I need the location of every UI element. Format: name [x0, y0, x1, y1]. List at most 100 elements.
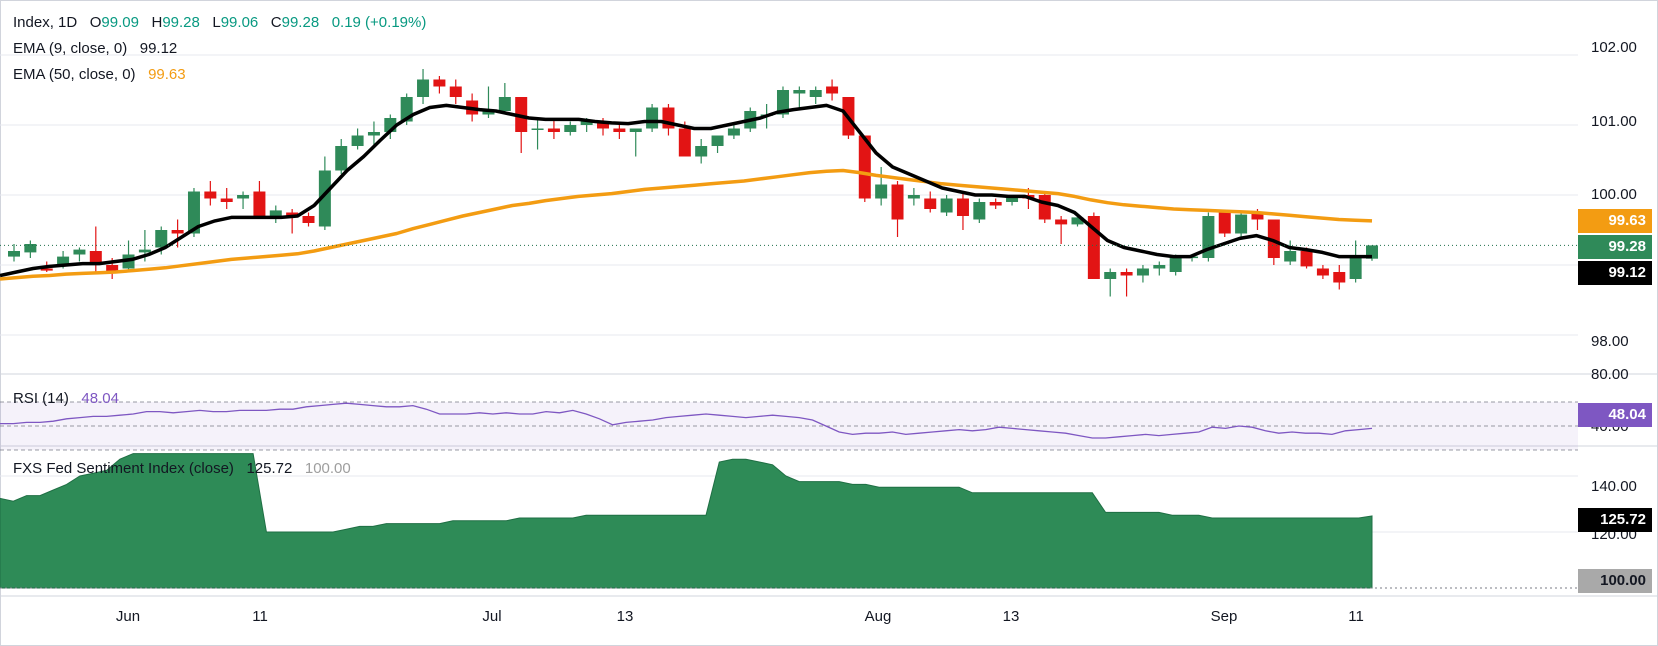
candle-body	[597, 121, 610, 129]
candle-body	[1038, 195, 1051, 220]
candle-body	[1284, 251, 1297, 262]
rsi-label: RSI (14)	[13, 390, 69, 407]
price-tick: 101.00	[1591, 113, 1637, 130]
ema9-value: 99.12	[139, 40, 178, 57]
rsi-value: 48.04	[81, 390, 119, 407]
candle-body	[1333, 272, 1346, 283]
candle-body	[1235, 214, 1248, 234]
x-tick: 13	[1002, 608, 1020, 625]
close-price-badge: 99.28	[1578, 235, 1652, 259]
candle-body	[498, 97, 511, 111]
fxs-base-badge: 100.00	[1578, 569, 1652, 593]
candle-body	[171, 230, 184, 234]
high-value: 99.28	[162, 14, 200, 31]
candle-body	[417, 79, 430, 97]
open-value: 99.09	[101, 14, 139, 31]
candle-body	[613, 128, 626, 132]
candle-body	[776, 90, 789, 115]
candle-body	[989, 202, 1002, 206]
candle-body	[973, 202, 986, 220]
candle-body	[155, 230, 168, 248]
candle-body	[106, 265, 119, 274]
candle-body	[302, 216, 315, 223]
candle-body	[24, 244, 37, 253]
candle-body	[1267, 219, 1280, 258]
candle-body	[1349, 258, 1362, 279]
fxs-area	[0, 453, 1373, 589]
low-value: 99.06	[220, 14, 259, 31]
candle-body	[515, 97, 528, 132]
x-tick: 11	[1348, 608, 1364, 625]
high-label: H	[151, 14, 163, 31]
candle-body	[531, 128, 544, 130]
rsi-tick: 80.00	[1591, 366, 1629, 383]
x-tick: Aug	[864, 608, 892, 625]
price-legend: Index, 1D O99.09 H99.28 L99.06 C99.28 0.…	[13, 14, 426, 32]
x-tick: Jun	[115, 608, 141, 625]
change-value: 0.19 (+0.19%)	[331, 14, 427, 31]
candle-body	[875, 184, 888, 199]
candle-body	[1251, 212, 1264, 220]
candle-body	[956, 198, 969, 216]
candle-body	[449, 86, 462, 97]
fxs-badge: 125.72	[1578, 508, 1652, 532]
candle-body	[826, 86, 839, 94]
candle-body	[40, 268, 53, 271]
candle-body	[695, 146, 708, 157]
candle-body	[547, 128, 560, 132]
candle-body	[8, 251, 20, 257]
rsi-band	[0, 402, 1578, 450]
x-tick: 11	[252, 608, 268, 625]
candle-body	[727, 128, 740, 136]
x-tick: Jul	[482, 608, 502, 625]
candle-body	[711, 135, 724, 146]
x-tick: 13	[616, 608, 634, 625]
candle-body	[433, 79, 446, 87]
ema9-legend: EMA (9, close, 0) 99.12	[13, 40, 177, 58]
rsi-line	[0, 402, 1373, 439]
candle-body	[580, 121, 593, 125]
close-label: C	[270, 14, 282, 31]
ema9-label: EMA (9, close, 0)	[13, 40, 128, 57]
candle-body	[629, 128, 642, 132]
open-label: O	[89, 14, 102, 31]
candle-body	[1169, 258, 1182, 272]
fxs-label: FXS Fed Sentiment Index (close)	[13, 460, 234, 477]
ema50-line	[0, 168, 1373, 281]
candle-body	[335, 146, 348, 171]
candle-body	[1136, 268, 1149, 276]
candle-body	[1006, 195, 1019, 202]
candle-body	[318, 170, 331, 227]
candle-body	[1071, 217, 1084, 225]
candle-body	[907, 195, 920, 199]
ema50-value: 99.63	[148, 66, 186, 83]
rsi-legend: RSI (14) 48.04	[13, 390, 119, 408]
ema50-badge: 99.63	[1578, 209, 1652, 233]
price-tick: 102.00	[1591, 39, 1637, 56]
candle-body	[1120, 272, 1133, 276]
candle-body	[646, 107, 659, 129]
candle-body	[858, 135, 871, 199]
candle-body	[1316, 268, 1329, 276]
candle-body	[793, 90, 806, 94]
fxs-base-value: 100.00	[304, 460, 351, 477]
candle-body	[351, 135, 364, 146]
candle-body	[286, 212, 299, 216]
candle-body	[220, 198, 233, 202]
symbol-label: Index, 1D	[13, 14, 78, 31]
candle-body	[1104, 272, 1117, 279]
price-tick: 98.00	[1591, 333, 1629, 350]
candle-body	[564, 125, 577, 132]
candle-body	[253, 191, 266, 216]
rsi-badge: 48.04	[1578, 403, 1652, 427]
candle-body	[924, 198, 937, 209]
candle-body	[187, 191, 200, 234]
candle-body	[138, 249, 151, 253]
candle-body	[891, 184, 904, 220]
price-tick: 100.00	[1591, 186, 1637, 203]
candle-body	[89, 251, 102, 265]
close-value: 99.28	[281, 14, 320, 31]
candle-body	[73, 249, 86, 255]
low-label: L	[212, 14, 221, 31]
